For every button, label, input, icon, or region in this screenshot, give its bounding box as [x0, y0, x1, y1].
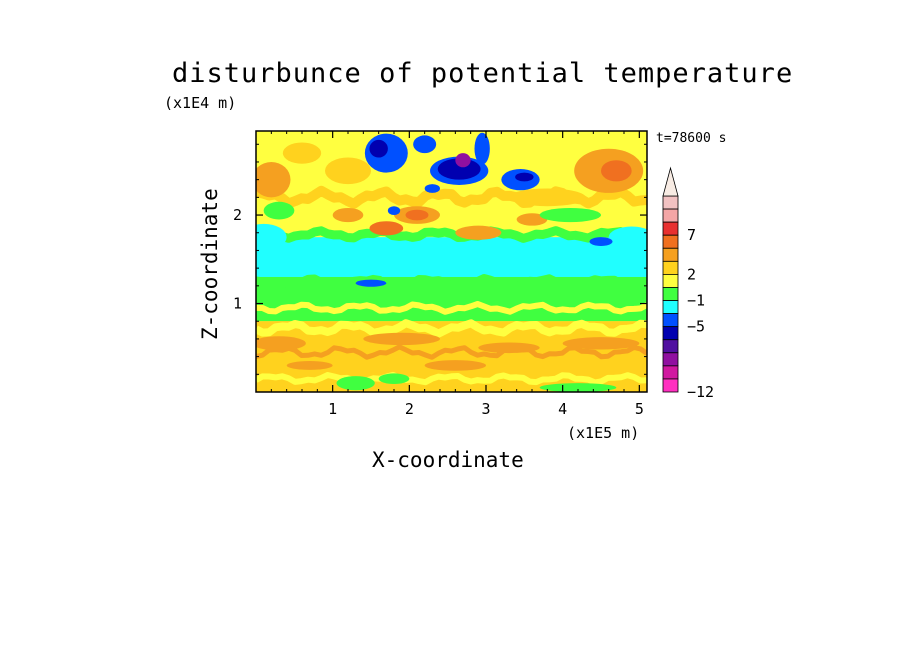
x-axis-label: X-coordinate — [372, 448, 524, 472]
field-patch — [332, 207, 364, 223]
colorbar-label: 7 — [687, 226, 696, 244]
field-patch — [256, 161, 291, 198]
field-patch — [325, 157, 371, 185]
field-patch — [424, 360, 487, 371]
colorbar-swatch — [662, 365, 679, 380]
chart-title: disturbunce of potential temperature — [172, 58, 794, 89]
field-patch — [256, 336, 306, 351]
field-patch — [256, 223, 287, 251]
x-tick-label: 1 — [328, 400, 337, 418]
colorbar-label: −5 — [687, 318, 705, 336]
field-patch — [589, 237, 613, 247]
colorbar-label: −1 — [687, 292, 705, 310]
colorbar-swatch — [662, 352, 679, 367]
field-contour-band — [256, 371, 647, 386]
y-tick-label: 2 — [233, 206, 242, 224]
colorbar-swatch — [662, 273, 679, 288]
field-patch — [601, 160, 632, 182]
colorbar-extend-arrow — [662, 166, 679, 197]
y-axis-unit: (x1E4 m) — [164, 94, 237, 112]
field-patch — [387, 206, 401, 216]
field-patch — [413, 135, 437, 154]
field-patch — [286, 361, 333, 370]
colorbar-swatch — [662, 260, 679, 275]
colorbar-swatch — [662, 221, 679, 236]
field-patch — [515, 172, 534, 182]
field-patch — [508, 188, 586, 207]
colorbar-swatch — [662, 234, 679, 249]
contour-field — [256, 131, 647, 392]
y-tick-label: 1 — [233, 295, 242, 313]
colorbar-swatch — [662, 339, 679, 354]
field-patch — [405, 209, 429, 221]
field-patch — [516, 213, 548, 226]
plot-frame — [255, 130, 648, 393]
field-patch — [369, 139, 388, 158]
field-contour-band — [256, 319, 647, 338]
field-patch — [608, 226, 647, 248]
field-patch — [455, 225, 502, 240]
field-patch — [474, 132, 490, 165]
colorbar-label: −12 — [687, 383, 714, 401]
field-band — [256, 237, 647, 277]
field-patch — [562, 337, 640, 350]
field-patch — [355, 279, 387, 287]
colorbar-swatch — [662, 247, 679, 262]
field-patch — [378, 373, 410, 385]
x-tick-label: 2 — [405, 400, 414, 418]
colorbar-swatch — [662, 300, 679, 314]
field-contour-band — [256, 274, 647, 289]
x-axis-unit: (x1E5 m) — [567, 424, 640, 442]
field-patch — [478, 342, 540, 354]
x-tick-label: 4 — [558, 400, 567, 418]
field-patch — [455, 153, 471, 168]
field-patch — [539, 207, 601, 223]
field-contour-band — [256, 301, 647, 315]
colorbar-swatch — [662, 195, 679, 210]
field-patch — [539, 383, 617, 392]
time-label: t=78600 s — [656, 131, 727, 146]
field-patch — [369, 221, 404, 236]
field-patch — [424, 184, 441, 193]
colorbar-swatch — [662, 208, 679, 223]
x-tick-label: 3 — [481, 400, 490, 418]
field-patch — [437, 158, 481, 180]
x-tick-label: 5 — [635, 400, 644, 418]
field-contour-band — [256, 226, 647, 243]
field-patch — [263, 201, 295, 220]
colorbar-swatch — [662, 378, 679, 393]
colorbar-swatch — [662, 287, 679, 301]
field-patch — [282, 142, 322, 164]
colorbar-swatch — [662, 326, 679, 341]
colorbar-swatch — [662, 313, 679, 328]
field-patch — [363, 332, 440, 346]
field-contour-band — [256, 344, 647, 360]
field-patch — [336, 376, 375, 391]
colorbar-label: 2 — [687, 265, 696, 283]
